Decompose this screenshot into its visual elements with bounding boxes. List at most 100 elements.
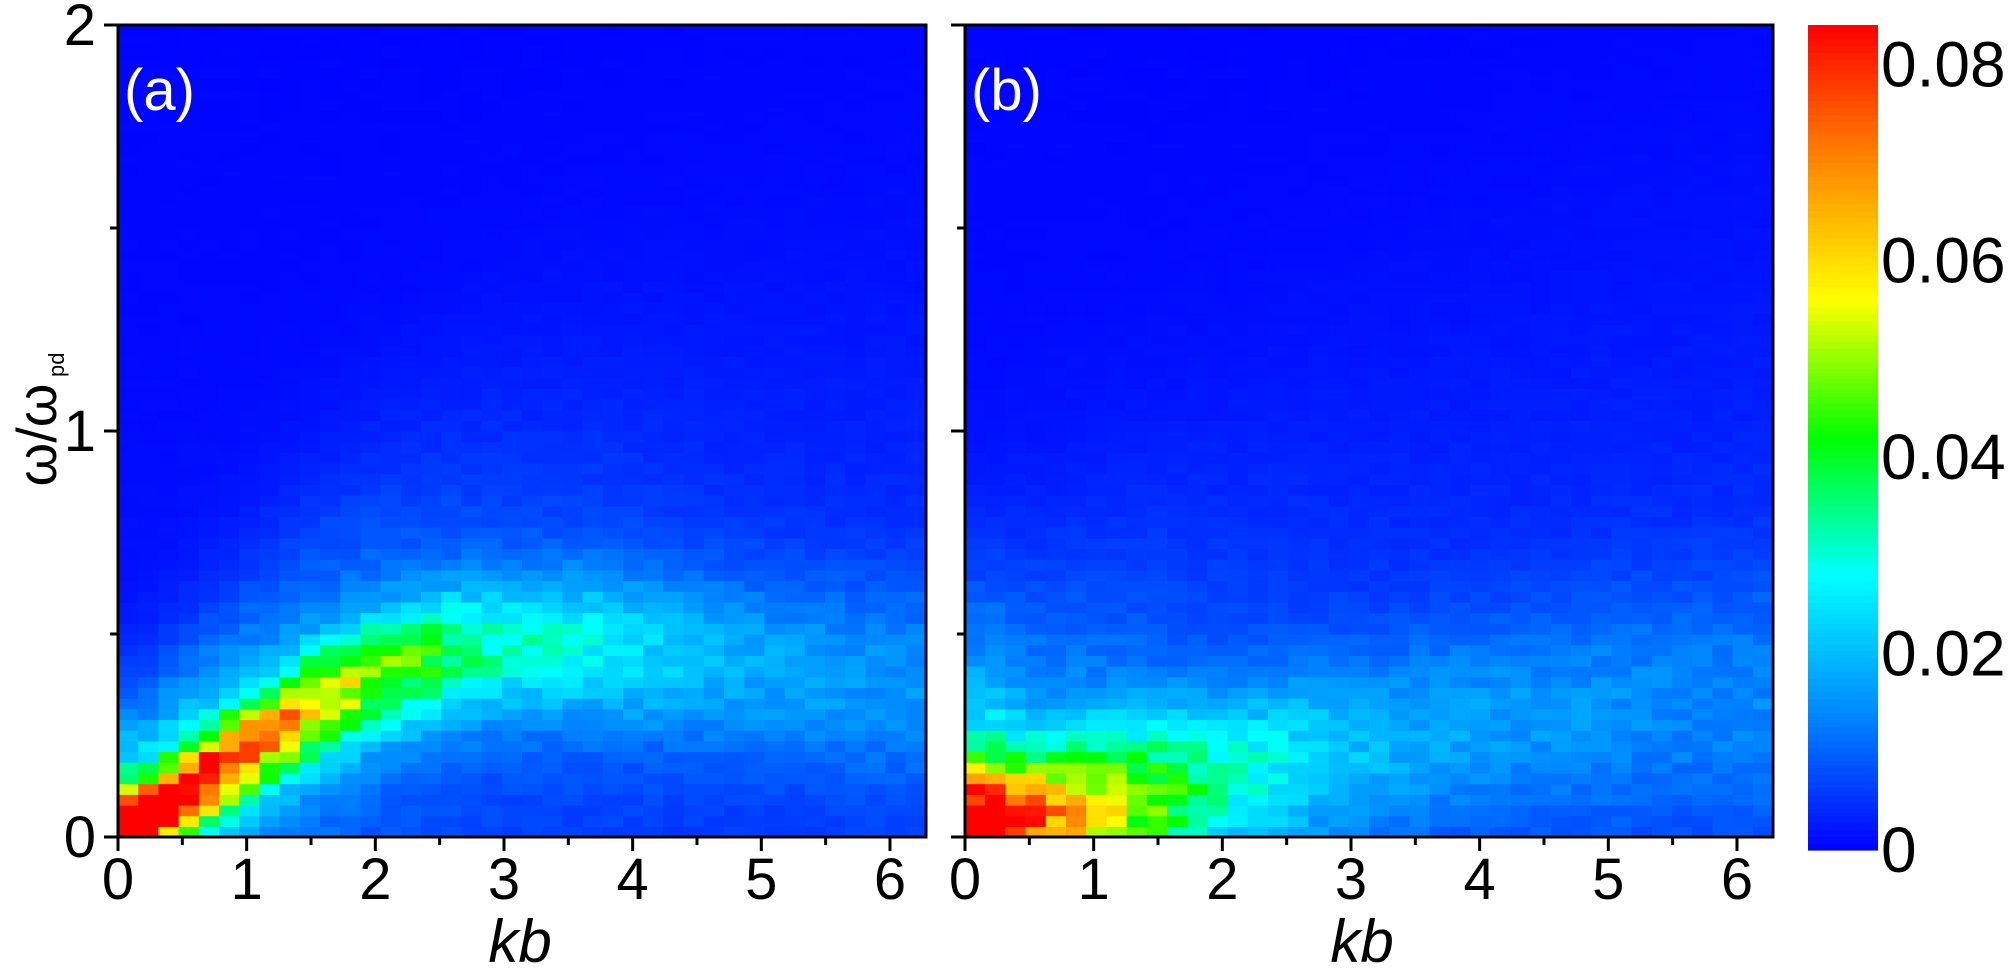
heatmap-cell <box>118 57 139 69</box>
heatmap-cell <box>744 527 765 539</box>
heatmap-cell <box>1247 195 1269 208</box>
heatmap-cell <box>158 67 180 80</box>
heatmap-cell <box>1288 815 1309 827</box>
heatmap-cell <box>400 826 422 838</box>
heatmap-cell <box>1227 409 1249 421</box>
heatmap-cell <box>1187 35 1208 47</box>
heatmap-cell <box>865 281 887 293</box>
heatmap-cell <box>1227 302 1249 315</box>
heatmap-cell <box>461 217 483 229</box>
heatmap-cell <box>1409 281 1431 293</box>
heatmap-cell <box>1146 388 1168 400</box>
heatmap-cell <box>1288 420 1309 432</box>
heatmap-cell <box>1066 473 1087 486</box>
heatmap-cell <box>1247 463 1269 475</box>
heatmap-cell <box>400 708 422 721</box>
heatmap-cell <box>441 377 462 389</box>
heatmap-cell <box>804 623 826 635</box>
heatmap-cell <box>421 206 442 218</box>
heatmap-cell <box>1308 67 1330 80</box>
heatmap-cell <box>380 580 402 592</box>
heatmap-cell <box>865 35 887 47</box>
heatmap-cell <box>340 345 361 357</box>
heatmap-cell <box>804 89 826 101</box>
heatmap-cell <box>542 195 563 208</box>
heatmap-cell <box>1146 687 1168 699</box>
heatmap-cell <box>1328 794 1350 806</box>
heatmap-cell <box>380 121 402 133</box>
heatmap-cell <box>481 473 503 486</box>
heatmap-cell <box>1268 163 1289 176</box>
heatmap-cell <box>965 57 986 69</box>
heatmap-cell <box>219 99 240 112</box>
heatmap-cell <box>1045 826 1067 838</box>
heatmap-cell <box>1187 67 1208 80</box>
heatmap-cell <box>380 99 402 112</box>
heatmap-cell <box>380 794 402 806</box>
heatmap-cell <box>764 612 786 624</box>
heatmap-cell <box>1126 815 1148 827</box>
heatmap-cell <box>845 292 866 304</box>
heatmap-cell <box>965 302 986 315</box>
heatmap-cell <box>522 537 543 550</box>
heatmap-cell <box>1106 569 1128 582</box>
heatmap-cell <box>865 377 887 389</box>
heatmap-cell <box>1369 826 1390 838</box>
heatmap-cell <box>965 420 986 432</box>
heatmap-cell <box>1328 206 1350 218</box>
heatmap-cell <box>683 99 705 112</box>
heatmap-cell <box>239 772 260 785</box>
heatmap-cell <box>501 559 523 571</box>
heatmap-cell <box>703 121 725 133</box>
heatmap-cell <box>118 377 139 389</box>
heatmap-cell <box>441 420 462 432</box>
heatmap-cell <box>1126 623 1148 635</box>
heatmap-cell <box>804 217 826 229</box>
heatmap-cell <box>1227 484 1249 496</box>
heatmap-cell <box>804 270 826 283</box>
heatmap-cell <box>703 195 725 208</box>
heatmap-cell <box>1167 751 1188 763</box>
heatmap-cell <box>1187 719 1208 731</box>
heatmap-cell <box>1187 142 1208 154</box>
heatmap-cell <box>1409 612 1431 624</box>
heatmap-cell <box>623 121 644 133</box>
heatmap-cell <box>400 388 422 400</box>
heatmap-cell <box>400 46 422 58</box>
heatmap-cell <box>340 409 361 421</box>
heatmap-cell <box>340 634 361 646</box>
heatmap-cell <box>1025 644 1047 656</box>
heatmap-cell <box>965 751 986 763</box>
heatmap-cell <box>360 195 382 208</box>
heatmap-cell <box>825 377 846 389</box>
heatmap-cell <box>885 441 907 453</box>
heatmap-cell <box>481 794 503 806</box>
heatmap-cell <box>400 612 422 624</box>
heatmap-cell <box>1449 815 1471 827</box>
heatmap-cell <box>784 708 806 721</box>
heatmap-cell <box>461 185 483 197</box>
heatmap-cell <box>1247 452 1269 464</box>
heatmap-cell <box>380 708 402 721</box>
heatmap-cell <box>118 580 139 592</box>
heatmap-cell <box>1045 463 1067 475</box>
heatmap-cell <box>1187 655 1208 667</box>
heatmap-cell <box>663 698 685 710</box>
heatmap-cell <box>380 57 402 69</box>
heatmap-cell <box>461 366 483 379</box>
heatmap-cell <box>522 815 543 827</box>
heatmap-cell <box>542 25 563 37</box>
heatmap-cell <box>320 420 341 432</box>
heatmap-cell <box>441 238 462 250</box>
x-tick-label: 3 <box>488 847 520 912</box>
heatmap-cell <box>1045 527 1067 539</box>
heatmap-cell <box>219 409 240 421</box>
heatmap-cell <box>825 612 846 624</box>
heatmap-cell <box>1449 99 1471 112</box>
heatmap-cell <box>1167 804 1188 817</box>
heatmap-cell <box>683 356 705 368</box>
heatmap-cell <box>1409 185 1431 197</box>
heatmap-cell <box>1348 687 1370 699</box>
heatmap-cell <box>1268 238 1289 250</box>
heatmap-cell <box>1187 324 1208 336</box>
